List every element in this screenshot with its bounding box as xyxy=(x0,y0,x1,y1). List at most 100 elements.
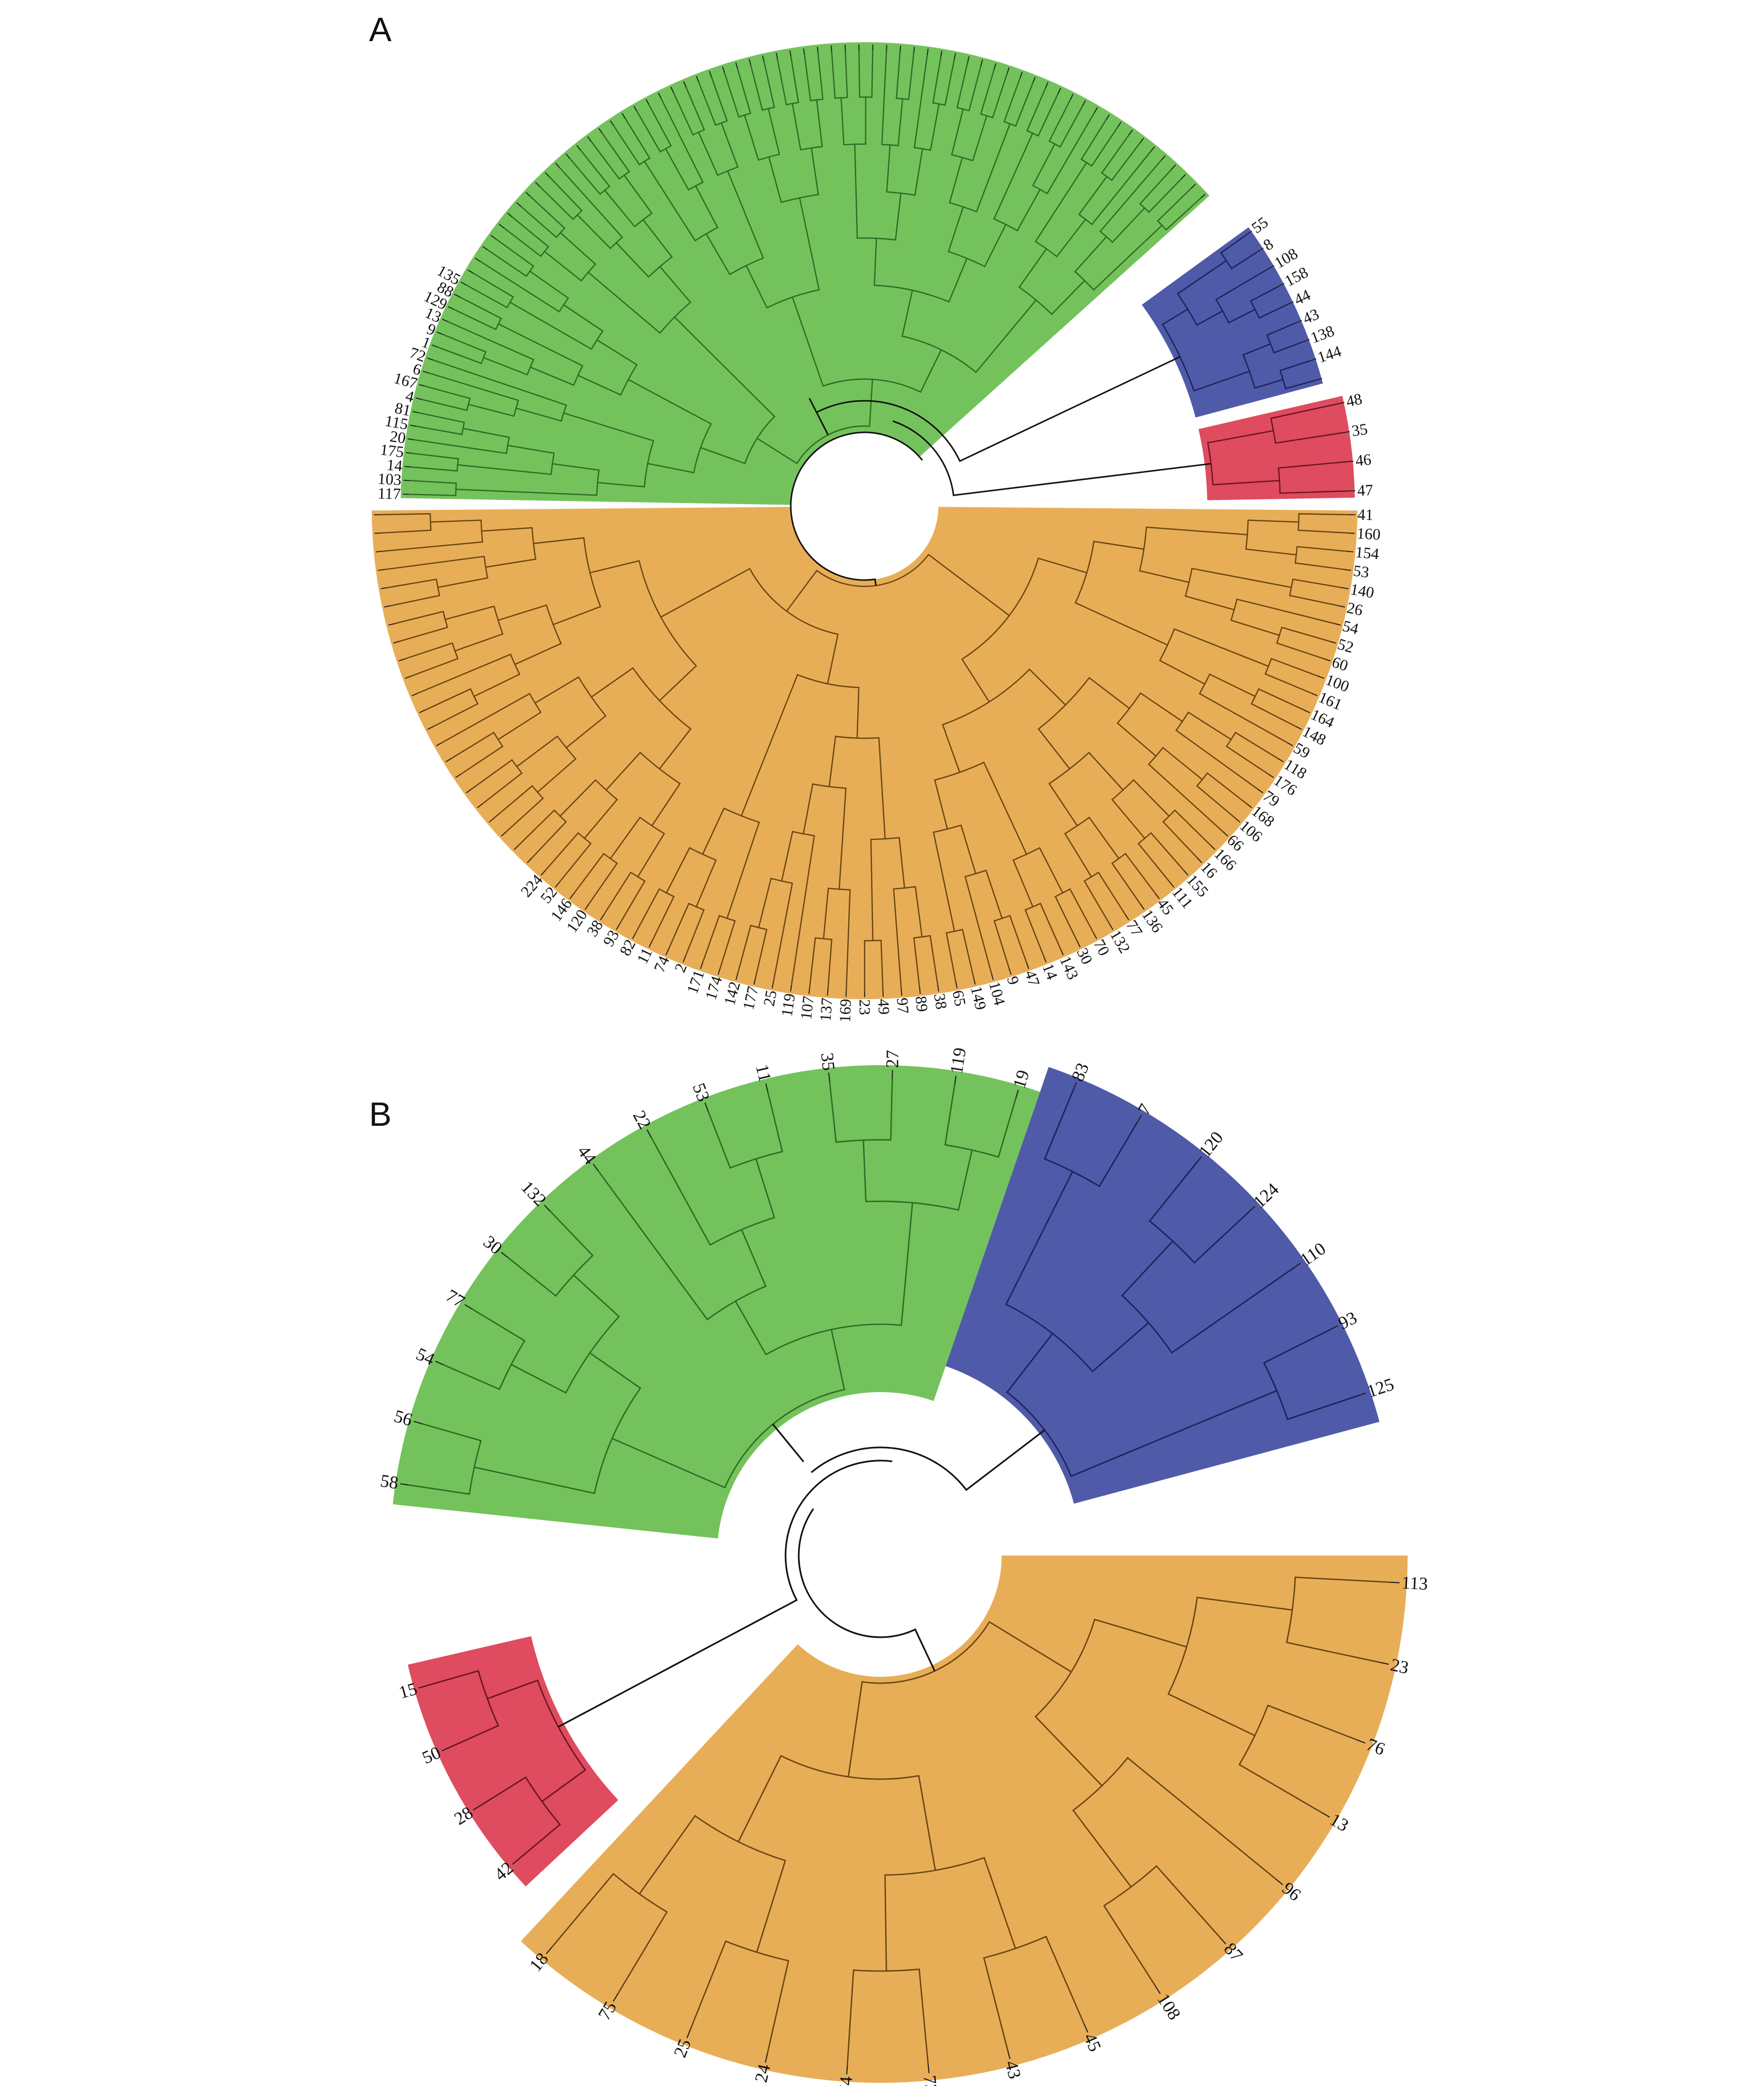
leaf-tick xyxy=(722,66,725,73)
leaf-tick xyxy=(645,99,650,105)
leaf-label: 119 xyxy=(947,1046,970,1075)
leaf-tick xyxy=(633,105,637,112)
leaf-tick xyxy=(1137,1115,1142,1123)
leaf-tick xyxy=(467,269,473,274)
leaf-tick xyxy=(1082,100,1086,106)
leaf-tick xyxy=(1060,949,1064,955)
leaf-label: 47 xyxy=(1357,481,1373,499)
leaf-tick xyxy=(437,331,443,335)
leaf-tick xyxy=(593,1163,599,1171)
leaf-tick xyxy=(1248,1206,1255,1213)
leaf-tick xyxy=(412,411,419,413)
leaf-label: 97 xyxy=(893,997,912,1014)
tree-branch xyxy=(847,1621,1072,1778)
leaf-tick xyxy=(482,246,488,250)
leaf-tick xyxy=(1293,1262,1301,1269)
leaf-tick xyxy=(501,1251,508,1258)
leaf-tick xyxy=(1045,82,1049,88)
leaf-tick xyxy=(1140,904,1145,910)
panel-a-circular-dendrogram: A 11710314175201158141676721913129881355… xyxy=(369,11,1381,1023)
leaf-label: 140 xyxy=(1349,581,1375,602)
leaf-tick xyxy=(419,1685,427,1689)
leaf-tick xyxy=(1128,129,1133,135)
leaf-label: 20 xyxy=(389,428,406,447)
leaf-tick xyxy=(460,281,467,285)
leaf-tick xyxy=(405,452,412,454)
leaf-tick xyxy=(399,658,405,662)
leaf-tick xyxy=(1235,818,1241,823)
leaf-tick xyxy=(381,587,387,590)
leaf-tick xyxy=(455,774,461,778)
leaf-tick xyxy=(388,623,394,626)
leaf-tick xyxy=(498,224,504,228)
leaf-label: 44 xyxy=(1292,286,1313,309)
leaf-tick xyxy=(587,136,592,142)
leaf-label: 169 xyxy=(836,999,855,1023)
leaf-tick xyxy=(1301,339,1310,343)
leaf-tick xyxy=(512,1858,520,1865)
leaf-tick xyxy=(954,1076,957,1085)
leaf-tick xyxy=(613,1994,618,2002)
leaf-tick xyxy=(1210,845,1216,851)
leaf-tick xyxy=(464,1304,472,1310)
leaf-tick xyxy=(436,742,442,747)
leaf-tick xyxy=(1339,605,1345,608)
leaf-tick xyxy=(665,949,669,955)
leaf-tick xyxy=(1006,67,1010,73)
leaf-tick xyxy=(488,818,494,823)
leaf-tick xyxy=(1268,774,1274,778)
leaf-label: 113 xyxy=(1401,1573,1429,1594)
leaf-tick xyxy=(1155,894,1160,900)
leaf-tick xyxy=(830,45,832,52)
leaf-label: 160 xyxy=(1356,525,1381,543)
leaf-tick xyxy=(927,49,929,55)
leaf-tick xyxy=(771,982,774,989)
leaf-tick xyxy=(1335,623,1341,626)
leaf-tick xyxy=(1342,587,1349,590)
root-arc xyxy=(798,1508,917,1638)
leaf-tick xyxy=(762,55,765,62)
leaf-tick xyxy=(765,1083,769,1092)
leaf-tick xyxy=(1200,194,1206,199)
root-branch xyxy=(965,1429,1045,1491)
panel-a-leaf-labels: 1171031417520115814167672191312988135558… xyxy=(377,214,1381,1023)
leaf-tick xyxy=(427,726,433,730)
leaf-tick xyxy=(1349,532,1355,534)
leaf-tick xyxy=(1117,121,1122,128)
leaf-tick xyxy=(584,904,589,910)
leaf-tick xyxy=(527,858,532,863)
leaf-tick xyxy=(1150,146,1155,152)
leaf-tick xyxy=(790,986,792,992)
leaf-tick xyxy=(427,357,433,361)
leaf-tick xyxy=(501,832,506,837)
leaf-tick xyxy=(749,59,751,65)
leaf-tick xyxy=(1155,1986,1161,1994)
leaf-label: 103 xyxy=(377,470,402,488)
leaf-tick xyxy=(545,172,550,177)
leaf-tick xyxy=(696,75,699,82)
leaf-tick xyxy=(1125,914,1129,921)
leaf-label: 23 xyxy=(1389,1655,1410,1678)
leaf-tick xyxy=(1357,1739,1365,1744)
leaf-tick xyxy=(803,48,805,54)
root-arc xyxy=(892,420,955,496)
leaf-tick xyxy=(445,758,451,762)
cluster-wedge-red xyxy=(408,1636,618,1887)
leaf-label: 138 xyxy=(1309,322,1337,347)
leaf-tick xyxy=(472,1805,481,1811)
leaf-tick xyxy=(1139,138,1145,143)
leaf-label: 175 xyxy=(379,441,405,461)
leaf-tick xyxy=(1219,1937,1226,1945)
leaf-tick xyxy=(886,44,887,51)
cluster-wedge-green xyxy=(393,1065,1040,1539)
leaf-tick xyxy=(882,991,884,997)
root-branch xyxy=(914,1629,936,1672)
leaf-tick xyxy=(1266,265,1275,271)
leaf-tick xyxy=(384,605,390,608)
leaf-label: 35 xyxy=(1351,420,1369,440)
leaf-label: 49 xyxy=(875,999,893,1015)
leaf-tick xyxy=(686,2030,691,2039)
leaf-label: 23 xyxy=(856,999,874,1015)
leaf-label: 41 xyxy=(1358,506,1374,524)
root-branch xyxy=(953,462,1211,496)
